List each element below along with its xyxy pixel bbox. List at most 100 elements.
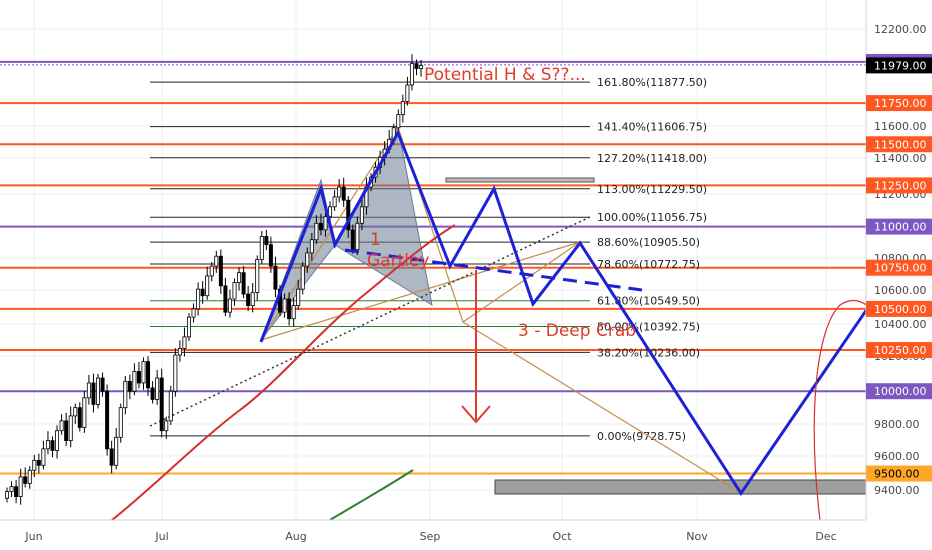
candle bbox=[359, 206, 364, 224]
x-axis-bg bbox=[0, 520, 866, 550]
candle bbox=[32, 459, 37, 471]
candle bbox=[132, 371, 137, 392]
x-tick: Jun bbox=[24, 530, 42, 543]
neckline-dashed bbox=[344, 248, 643, 292]
candle bbox=[36, 459, 41, 466]
candle bbox=[177, 348, 182, 356]
candle bbox=[409, 63, 414, 86]
price-level-tag bbox=[866, 95, 932, 112]
fibonacci-levels: 161.80%(11877.50) 141.40%(11606.75) 127.20… bbox=[150, 76, 707, 443]
candle bbox=[77, 407, 82, 428]
price-level-tag-label: 11000.00 bbox=[874, 221, 927, 234]
x-tick: Aug bbox=[285, 530, 306, 543]
target-zone-box bbox=[494, 479, 867, 495]
candle bbox=[159, 377, 164, 432]
fib-label: 100.00%(11056.75) bbox=[597, 211, 707, 224]
candles bbox=[5, 54, 424, 505]
price-level-tag-label: 10500.00 bbox=[874, 303, 927, 316]
candle bbox=[68, 415, 73, 442]
candle bbox=[59, 420, 64, 432]
candle bbox=[50, 440, 55, 451]
x-tick: Nov bbox=[686, 530, 708, 543]
candle bbox=[105, 390, 110, 450]
fib-label: 38.20%(10236.00) bbox=[597, 346, 700, 359]
candle bbox=[305, 252, 310, 267]
candle bbox=[419, 64, 424, 69]
current-price-label: 11979.00 bbox=[874, 59, 927, 72]
right-arc bbox=[813, 300, 867, 521]
candle bbox=[55, 430, 60, 451]
candle bbox=[205, 275, 210, 297]
candle bbox=[309, 239, 314, 254]
y-tick: 11600.00 bbox=[874, 120, 927, 133]
candle bbox=[209, 265, 214, 277]
candle bbox=[241, 272, 246, 295]
ma-green bbox=[329, 469, 414, 521]
y-tick: 9600.00 bbox=[874, 450, 920, 463]
candle bbox=[73, 407, 78, 417]
candle bbox=[214, 255, 219, 267]
candle bbox=[259, 236, 264, 260]
annotation-hs: Potential H & S??... bbox=[424, 65, 586, 85]
candle bbox=[9, 486, 14, 493]
crab-leg bbox=[260, 241, 742, 494]
price-level-tag bbox=[866, 218, 932, 235]
candle bbox=[168, 390, 173, 422]
candle bbox=[91, 382, 96, 405]
candle bbox=[45, 440, 50, 450]
candle bbox=[150, 387, 155, 400]
down-arrow bbox=[461, 270, 491, 424]
arrow-head bbox=[461, 405, 491, 424]
candle bbox=[164, 420, 169, 432]
candle bbox=[186, 316, 191, 338]
fib-label: 88.60%(10905.50) bbox=[597, 236, 700, 249]
candle bbox=[396, 114, 401, 129]
price-level-tag bbox=[866, 177, 932, 194]
candle bbox=[291, 305, 296, 320]
candle bbox=[14, 486, 19, 497]
price-levels bbox=[0, 60, 866, 475]
candle bbox=[146, 361, 151, 389]
candle bbox=[86, 382, 91, 399]
candle bbox=[109, 448, 114, 466]
candle bbox=[41, 448, 46, 466]
candle bbox=[273, 265, 278, 290]
price-level-tag-label: 9500.00 bbox=[874, 468, 920, 481]
candle bbox=[255, 259, 260, 293]
candle bbox=[18, 476, 23, 497]
candle bbox=[268, 244, 273, 267]
current-price-tag bbox=[866, 57, 932, 74]
fib-label: 61.80%(10549.50) bbox=[597, 295, 700, 308]
candle bbox=[5, 491, 10, 499]
candle bbox=[318, 222, 323, 231]
candle bbox=[155, 377, 160, 400]
annotation-deep-crab: 3 - Deep Crab bbox=[518, 321, 636, 341]
fib-label: 50.00%(10392.75) bbox=[597, 321, 700, 334]
fib-label: 78.60%(10772.75) bbox=[597, 258, 700, 271]
candle bbox=[82, 397, 87, 428]
fib-label: 113.00%(11229.50) bbox=[597, 183, 707, 196]
price-level-tag-label: 11750.00 bbox=[874, 97, 927, 110]
candle bbox=[341, 186, 346, 201]
price-level-tag-label: 11250.00 bbox=[874, 179, 927, 192]
candle bbox=[328, 206, 333, 218]
annotation-one: 1 bbox=[370, 230, 381, 250]
candle bbox=[136, 371, 141, 384]
x-tick: Oct bbox=[552, 530, 572, 543]
fib-label: 0.00%(9728.75) bbox=[597, 430, 686, 443]
moving-averages bbox=[111, 224, 456, 521]
y-tick: 10600.00 bbox=[874, 284, 927, 297]
resistance-box bbox=[445, 177, 595, 183]
candle bbox=[191, 308, 196, 318]
x-tick: Jul bbox=[154, 530, 168, 543]
x-tick: Sep bbox=[420, 530, 441, 543]
level-tags: 12000.0011750.0011500.0011250.0011000.00… bbox=[866, 53, 932, 482]
ma-red bbox=[111, 224, 456, 521]
candle bbox=[223, 285, 228, 313]
candle bbox=[64, 420, 69, 442]
candle bbox=[227, 298, 232, 313]
candle bbox=[337, 186, 342, 198]
y-tick: 11400.00 bbox=[874, 152, 927, 165]
price-level-tag bbox=[866, 465, 932, 482]
